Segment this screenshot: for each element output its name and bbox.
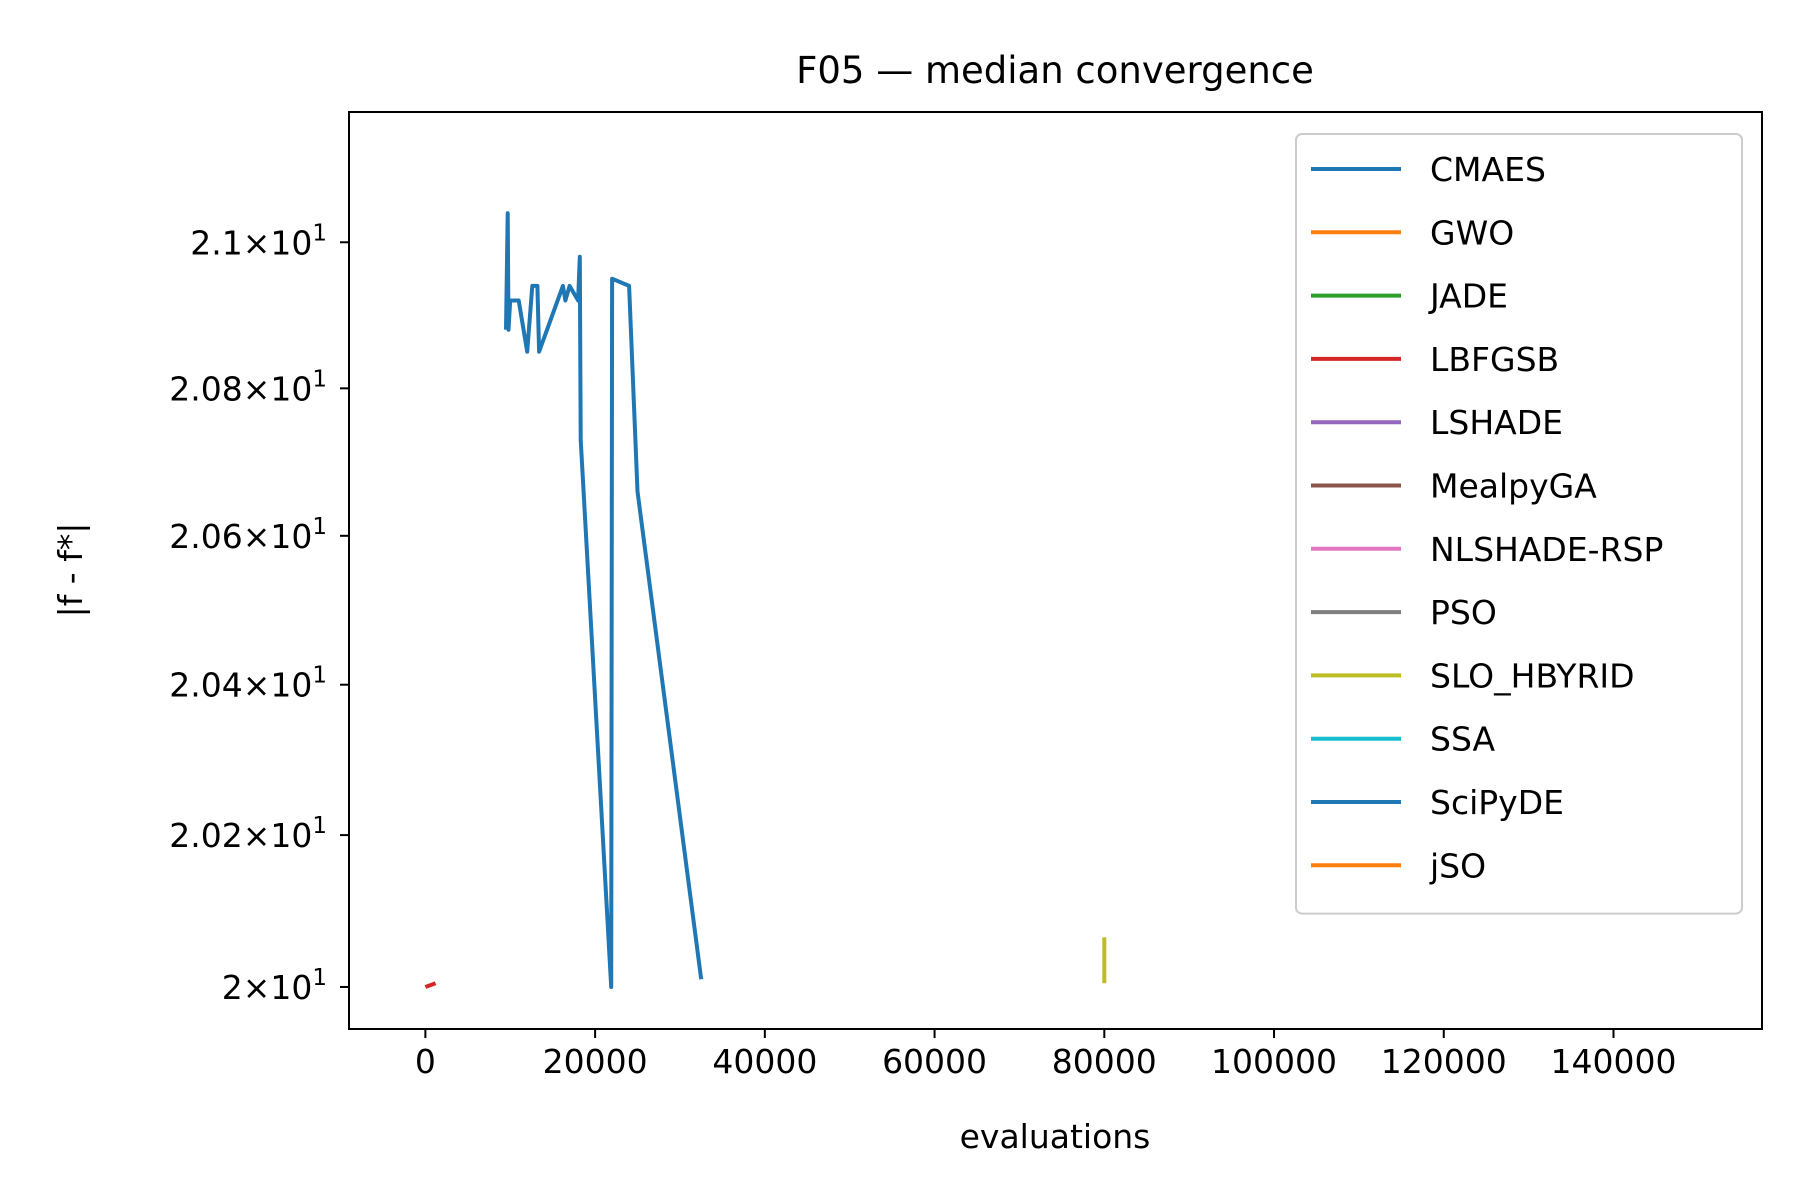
legend-label: SLO_HBYRID: [1430, 656, 1635, 695]
y-tick-label: 2×101: [222, 965, 327, 1007]
x-tick-label: 40000: [712, 1042, 817, 1081]
legend-label: PSO: [1430, 593, 1497, 632]
y-tick-label: 2.02×101: [169, 813, 327, 855]
legend-label: NLSHADE-RSP: [1430, 530, 1663, 569]
y-axis: 2×101 2.02×101 2.04×101 2.06×101 2.08×101 2.1…: [169, 220, 349, 1007]
legend-label: LSHADE: [1430, 403, 1563, 442]
plot-frame: [348, 111, 1763, 1030]
series-line-cmaes: [504, 211, 704, 989]
legend-label: LBFGSB: [1430, 340, 1559, 379]
legend-label: MealpyGA: [1430, 467, 1597, 506]
plot-area: [424, 211, 1107, 989]
x-tick-label: 140000: [1550, 1042, 1676, 1081]
y-tick-label: 2.06×101: [169, 514, 327, 556]
y-tick-label: 2.08×101: [169, 366, 327, 408]
y-axis-label: |f - f*|: [51, 523, 90, 618]
legend-label: SciPyDE: [1430, 783, 1564, 822]
x-tick-label: 100000: [1211, 1042, 1337, 1081]
x-tick-label: 80000: [1052, 1042, 1157, 1081]
x-tick-label: 0: [415, 1042, 436, 1081]
x-axis-label: evaluations: [960, 1117, 1151, 1156]
legend-label: CMAES: [1430, 150, 1546, 189]
legend-label: jSO: [1429, 846, 1486, 885]
legend-label: GWO: [1430, 213, 1514, 252]
legend: CMAES GWO JADE LBFGSB LSHADE MealpyGA NLSHADE-…: [1295, 133, 1743, 915]
y-tick-label: 2.04×101: [169, 663, 327, 705]
x-tick-label: 20000: [543, 1042, 648, 1081]
x-tick-label: 120000: [1381, 1042, 1507, 1081]
legend-label: SSA: [1430, 720, 1496, 759]
chart-title: F05 — median convergence: [796, 49, 1314, 92]
legend-label: JADE: [1428, 277, 1508, 316]
y-tick-label: 2.1×101: [190, 220, 327, 262]
x-axis: 0 20000 40000 60000 80000 100000 120000 140000: [415, 1029, 1676, 1081]
legend-box: [1295, 133, 1743, 915]
x-tick-label: 60000: [882, 1042, 987, 1081]
series-line-lbfgsb: [424, 981, 437, 989]
